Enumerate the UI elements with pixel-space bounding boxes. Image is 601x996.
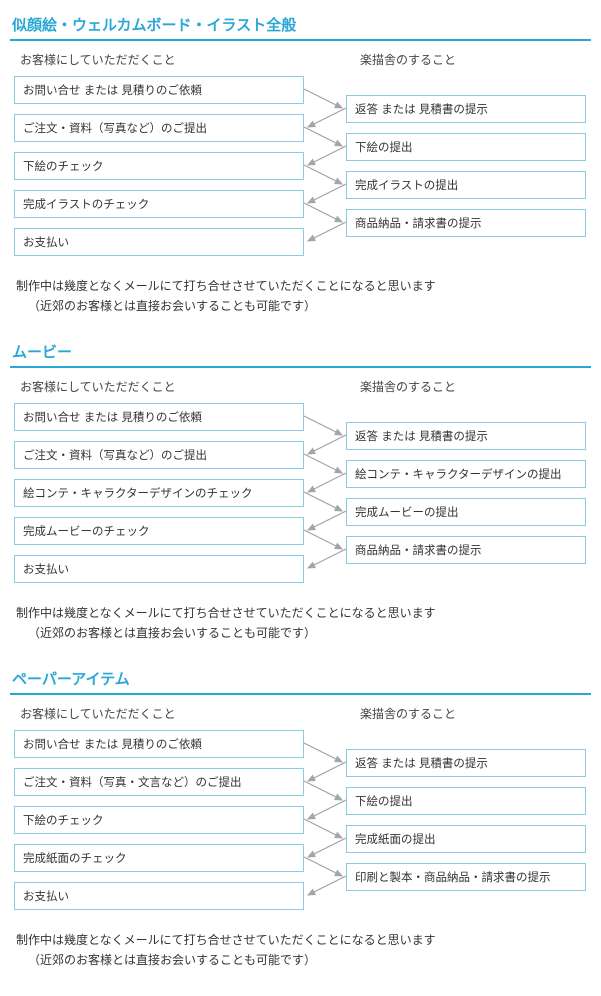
column-headers: お客様にしていただだくこと楽描舎のすること: [10, 705, 591, 730]
flow-arrow: [308, 146, 346, 165]
flow-arrow: [304, 492, 342, 511]
footer-note: 制作中は幾度となくメールにて打ち合せさせていただくことになると思います （近郊のお…: [10, 926, 591, 971]
right-step: 下絵の提出: [346, 787, 586, 815]
right-step: 完成イラストの提出: [346, 171, 586, 199]
flow-arrow: [304, 416, 342, 435]
left-col-header: お客様にしていただだくこと: [20, 705, 330, 722]
section-title: ペーパーアイテム: [10, 662, 591, 695]
flow-arrow: [308, 549, 346, 568]
left-step: ご注文・資料（写真など）のご提出: [14, 441, 304, 469]
flow-arrow: [304, 819, 342, 838]
flow-area: お問い合せ または 見積りのご依頼ご注文・資料（写真など）のご提出絵コンテ・キャ…: [10, 403, 591, 599]
section-movie: ムービーお客様にしていただだくこと楽描舎のすることお問い合せ または 見積りのご…: [10, 335, 591, 644]
flow-arrow: [304, 454, 342, 473]
flow-arrow: [308, 511, 346, 530]
right-step: 完成紙面の提出: [346, 825, 586, 853]
right-step: 返答 または 見積書の提示: [346, 95, 586, 123]
left-step: ご注文・資料（写真・文言など）のご提出: [14, 768, 304, 796]
right-step: 返答 または 見積書の提示: [346, 422, 586, 450]
flow-arrow: [308, 800, 346, 819]
flow-area: お問い合せ または 見積りのご依頼ご注文・資料（写真など）のご提出下絵のチェック…: [10, 76, 591, 272]
left-step: 完成イラストのチェック: [14, 190, 304, 218]
right-step: 返答 または 見積書の提示: [346, 749, 586, 777]
flow-arrow: [308, 838, 346, 857]
right-col-header: 楽描舎のすること: [330, 705, 591, 722]
left-step: ご注文・資料（写真など）のご提出: [14, 114, 304, 142]
flow-arrow: [308, 222, 346, 241]
footer-line2: （近郊のお客様とは直接お会いすることも可能です）: [16, 950, 585, 970]
flow-arrow: [308, 435, 346, 454]
footer-line1: 制作中は幾度となくメールにて打ち合せさせていただくことになると思います: [16, 279, 436, 293]
left-step: 絵コンテ・キャラクターデザインのチェック: [14, 479, 304, 507]
flow-area: お問い合せ または 見積りのご依頼ご注文・資料（写真・文言など）のご提出下絵のチ…: [10, 730, 591, 926]
column-headers: お客様にしていただだくこと楽描舎のすること: [10, 51, 591, 76]
left-step: 完成ムービーのチェック: [14, 517, 304, 545]
left-step: お支払い: [14, 228, 304, 256]
flow-arrow: [304, 857, 342, 876]
section-portrait: 似顔絵・ウェルカムボード・イラスト全般お客様にしていただだくこと楽描舎のすること…: [10, 8, 591, 317]
flow-arrow: [304, 127, 342, 146]
flow-arrow: [304, 743, 342, 762]
right-step: 商品納品・請求書の提示: [346, 209, 586, 237]
column-headers: お客様にしていただだくこと楽描舎のすること: [10, 378, 591, 403]
left-step: 下絵のチェック: [14, 806, 304, 834]
left-step: お問い合せ または 見積りのご依頼: [14, 403, 304, 431]
left-step: お支払い: [14, 555, 304, 583]
left-step: お問い合せ または 見積りのご依頼: [14, 76, 304, 104]
footer-line2: （近郊のお客様とは直接お会いすることも可能です）: [16, 623, 585, 643]
section-title: ムービー: [10, 335, 591, 368]
flow-arrow: [308, 762, 346, 781]
left-step: 完成紙面のチェック: [14, 844, 304, 872]
footer-note: 制作中は幾度となくメールにて打ち合せさせていただくことになると思います （近郊のお…: [10, 272, 591, 317]
section-paper: ペーパーアイテムお客様にしていただだくこと楽描舎のすることお問い合せ または 見…: [10, 662, 591, 971]
left-step: お問い合せ または 見積りのご依頼: [14, 730, 304, 758]
flow-arrow: [308, 108, 346, 127]
left-step: 下絵のチェック: [14, 152, 304, 180]
flow-arrow: [304, 530, 342, 549]
flow-arrow: [308, 184, 346, 203]
flow-arrow: [304, 781, 342, 800]
flow-arrow: [304, 89, 342, 108]
right-col-header: 楽描舎のすること: [330, 51, 591, 68]
footer-line2: （近郊のお客様とは直接お会いすることも可能です）: [16, 296, 585, 316]
flow-arrow: [304, 203, 342, 222]
left-step: お支払い: [14, 882, 304, 910]
right-col-header: 楽描舎のすること: [330, 378, 591, 395]
left-col-header: お客様にしていただだくこと: [20, 378, 330, 395]
right-step: 下絵の提出: [346, 133, 586, 161]
right-step: 絵コンテ・キャラクターデザインの提出: [346, 460, 586, 488]
flow-arrow: [308, 473, 346, 492]
left-col-header: お客様にしていただだくこと: [20, 51, 330, 68]
flow-arrow: [308, 876, 346, 895]
flow-arrow: [304, 165, 342, 184]
footer-line1: 制作中は幾度となくメールにて打ち合せさせていただくことになると思います: [16, 606, 436, 620]
footer-note: 制作中は幾度となくメールにて打ち合せさせていただくことになると思います （近郊のお…: [10, 599, 591, 644]
right-step: 印刷と製本・商品納品・請求書の提示: [346, 863, 586, 891]
footer-line1: 制作中は幾度となくメールにて打ち合せさせていただくことになると思います: [16, 933, 436, 947]
section-title: 似顔絵・ウェルカムボード・イラスト全般: [10, 8, 591, 41]
right-step: 商品納品・請求書の提示: [346, 536, 586, 564]
right-step: 完成ムービーの提出: [346, 498, 586, 526]
